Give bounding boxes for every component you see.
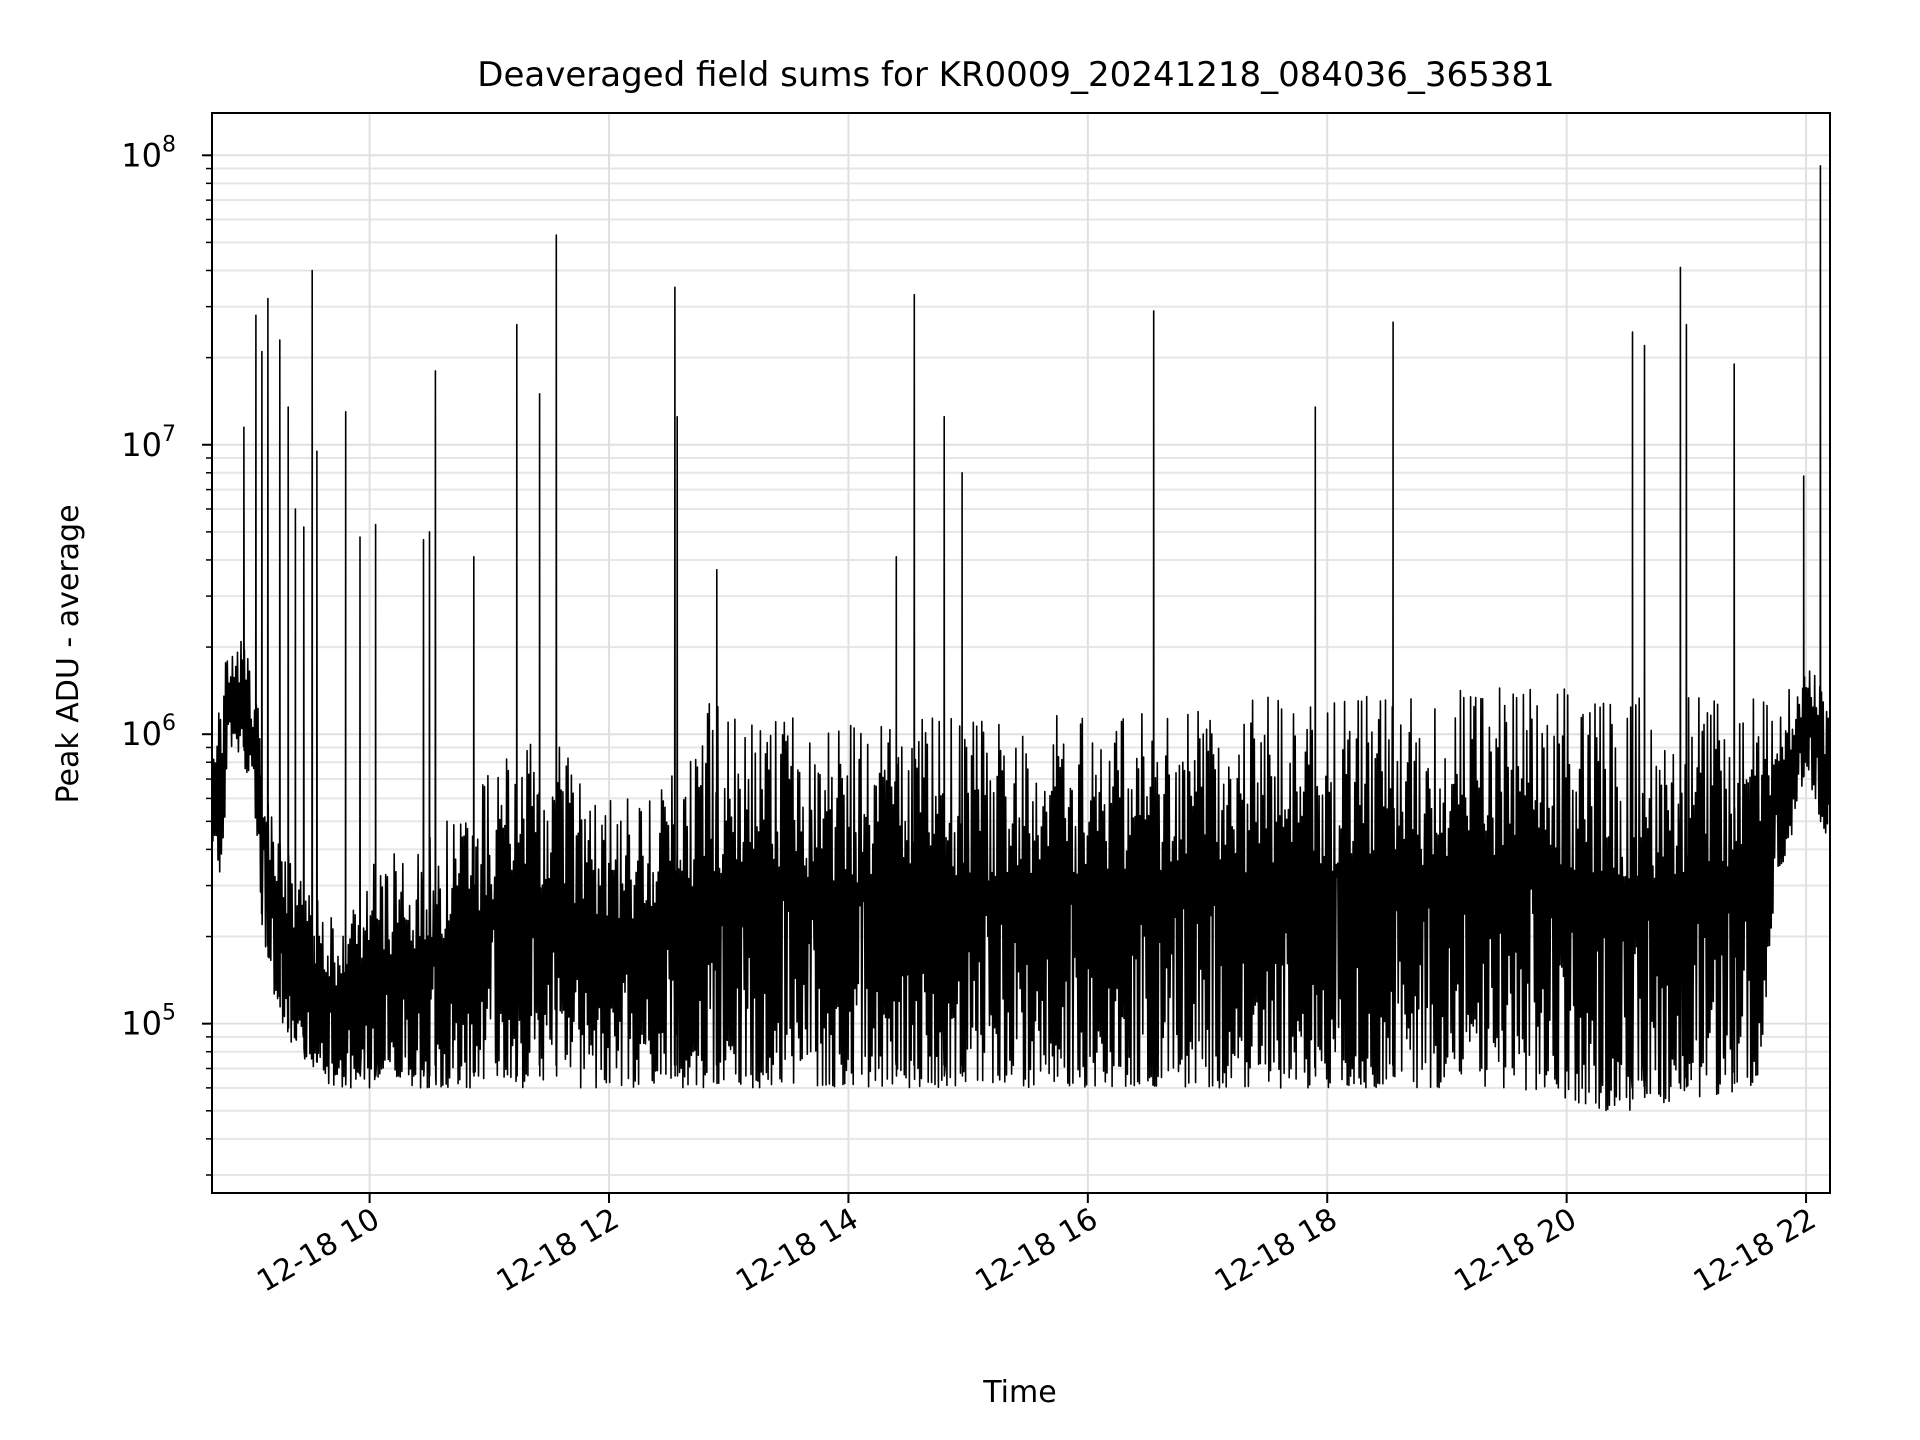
y-tick-label: 108 xyxy=(121,132,176,174)
y-axis-label: Peak ADU - average xyxy=(51,504,86,803)
y-tick-label: 105 xyxy=(121,1001,176,1043)
data-line xyxy=(211,165,1830,1112)
chart-title: Deaveraged field sums for KR0009_2024121… xyxy=(477,55,1554,95)
y-tick-label: 106 xyxy=(121,711,176,753)
series-line xyxy=(211,165,1830,1112)
x-axis-label: Time xyxy=(982,1375,1056,1410)
y-axis: 105 106 107 108 xyxy=(121,132,212,1176)
plot-frame xyxy=(211,112,1831,1194)
y-tick-label: 107 xyxy=(121,422,176,464)
